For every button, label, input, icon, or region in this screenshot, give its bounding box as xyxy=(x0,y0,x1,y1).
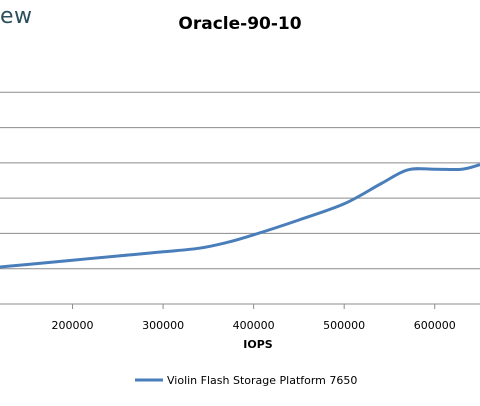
x-tick-label: 600000 xyxy=(414,319,456,332)
legend: Violin Flash Storage Platform 7650 xyxy=(135,374,357,387)
legend-label: Violin Flash Storage Platform 7650 xyxy=(167,374,357,387)
x-tick-label: 200000 xyxy=(52,319,94,332)
x-tick-label: 500000 xyxy=(323,319,365,332)
logo-fragment: ew xyxy=(0,4,33,29)
series-line xyxy=(0,163,480,269)
x-axis-title: IOPS xyxy=(243,338,273,351)
chart-title: Oracle-90-10 xyxy=(178,14,302,34)
x-tick-label: 300000 xyxy=(142,319,184,332)
x-tick-label: 400000 xyxy=(233,319,275,332)
